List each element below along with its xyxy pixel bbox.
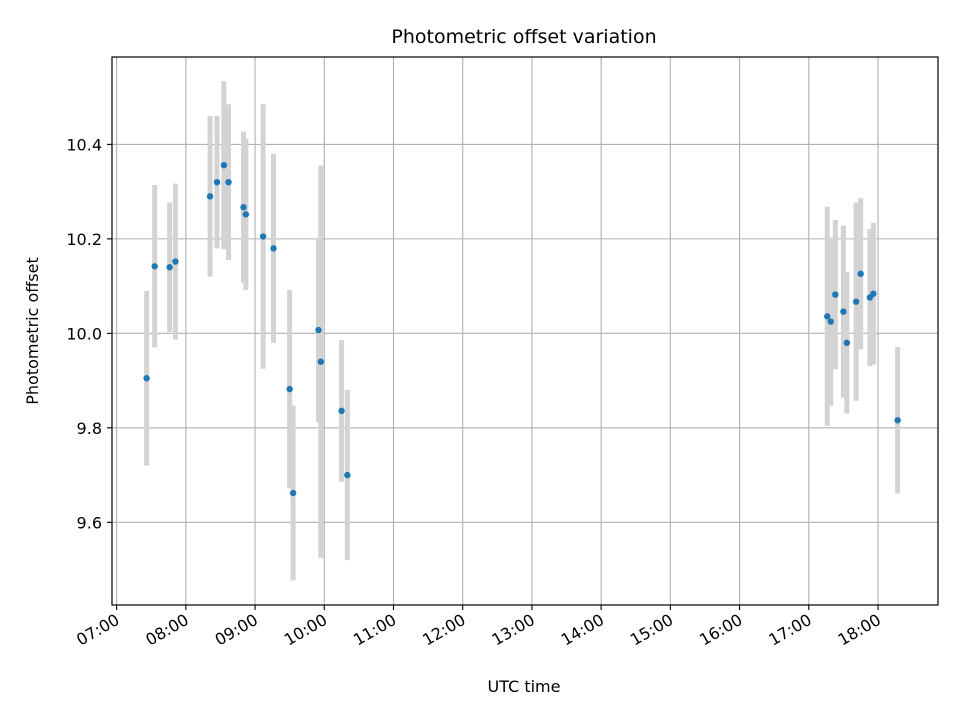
- grid: [112, 57, 938, 605]
- data-point: [270, 245, 277, 252]
- y-tick-label: 9.6: [77, 513, 102, 532]
- y-tick-label: 10.4: [66, 135, 102, 154]
- y-axis-label: Photometric offset: [23, 257, 42, 405]
- data-point: [206, 193, 214, 200]
- data-point: [317, 358, 325, 365]
- data-point: [143, 375, 150, 382]
- chart-title: Photometric offset variation: [391, 26, 656, 48]
- data-point: [843, 339, 851, 347]
- data-point: [259, 233, 267, 240]
- x-axis-label: UTC time: [488, 677, 561, 696]
- y-tick-label: 9.8: [77, 419, 102, 438]
- data-point: [166, 264, 173, 271]
- data-point: [225, 178, 232, 186]
- data-points: [143, 161, 901, 497]
- data-point: [344, 471, 351, 479]
- data-point: [172, 258, 179, 265]
- data-point: [852, 298, 860, 305]
- plot-area-frame: [111, 56, 939, 606]
- data-point: [242, 211, 250, 218]
- y-tick-label: 10.0: [66, 324, 102, 343]
- data-point: [151, 263, 158, 270]
- data-point: [840, 308, 847, 315]
- data-point: [286, 385, 293, 393]
- data-point: [289, 489, 297, 497]
- data-point: [832, 291, 839, 298]
- y-axis-ticks: 9.6 9.8 10.0 10.2 10.4: [66, 135, 112, 532]
- data-point: [827, 318, 834, 325]
- data-point: [240, 204, 247, 211]
- data-point: [824, 313, 831, 320]
- data-point: [894, 417, 901, 424]
- data-point: [220, 161, 228, 169]
- data-point: [315, 326, 322, 334]
- data-point: [870, 290, 877, 297]
- y-tick-label: 10.2: [66, 230, 102, 249]
- data-point: [213, 178, 221, 186]
- data-point: [338, 407, 345, 415]
- data-point: [857, 270, 864, 278]
